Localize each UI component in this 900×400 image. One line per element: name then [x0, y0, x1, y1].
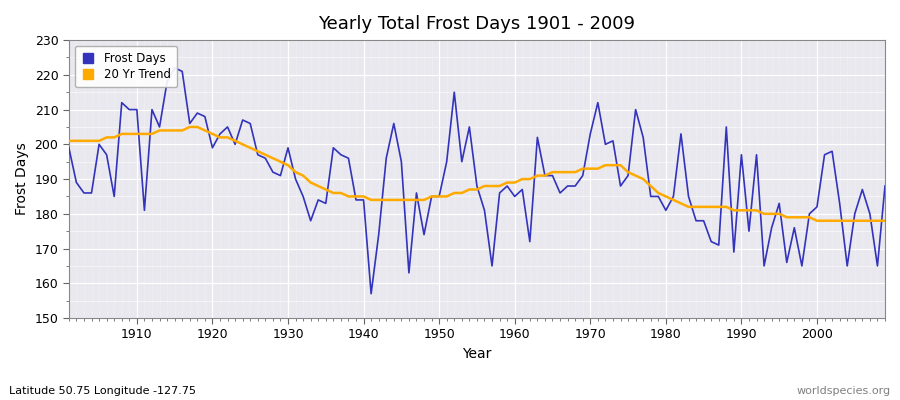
Frost Days: [169, 66, 180, 70]
20 Yr Trend: [124, 132, 135, 136]
Line: Frost Days: Frost Days: [68, 68, 885, 294]
Frost Days: [343, 156, 354, 161]
Frost Days: [63, 146, 74, 150]
Title: Yearly Total Frost Days 1901 - 2009: Yearly Total Frost Days 1901 - 2009: [319, 15, 635, 33]
Legend: Frost Days, 20 Yr Trend: Frost Days, 20 Yr Trend: [75, 46, 177, 87]
20 Yr Trend: [509, 180, 520, 185]
20 Yr Trend: [517, 177, 527, 182]
Frost Days: [517, 187, 527, 192]
Y-axis label: Frost Days: Frost Days: [15, 143, 29, 216]
Frost Days: [124, 107, 135, 112]
Text: worldspecies.org: worldspecies.org: [796, 386, 891, 396]
20 Yr Trend: [608, 163, 618, 168]
X-axis label: Year: Year: [463, 347, 491, 361]
20 Yr Trend: [343, 194, 354, 199]
20 Yr Trend: [879, 218, 890, 223]
Frost Days: [525, 239, 535, 244]
20 Yr Trend: [63, 138, 74, 143]
Frost Days: [615, 184, 626, 188]
Frost Days: [365, 291, 376, 296]
20 Yr Trend: [812, 218, 823, 223]
Line: 20 Yr Trend: 20 Yr Trend: [68, 127, 885, 221]
Frost Days: [879, 184, 890, 188]
20 Yr Trend: [184, 124, 195, 129]
Frost Days: [298, 194, 309, 199]
Text: Latitude 50.75 Longitude -127.75: Latitude 50.75 Longitude -127.75: [9, 386, 196, 396]
20 Yr Trend: [298, 173, 309, 178]
